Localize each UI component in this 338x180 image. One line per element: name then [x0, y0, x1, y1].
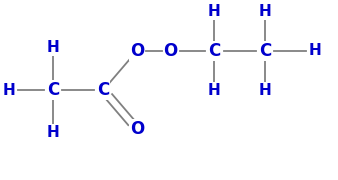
Text: H: H	[259, 4, 271, 19]
Text: O: O	[164, 42, 178, 60]
Text: C: C	[47, 81, 59, 99]
Text: H: H	[208, 82, 221, 98]
Text: H: H	[3, 82, 16, 98]
Text: O: O	[130, 42, 144, 60]
Text: H: H	[259, 82, 271, 98]
Text: C: C	[259, 42, 271, 60]
Text: O: O	[130, 120, 144, 138]
Text: H: H	[47, 125, 59, 140]
Text: C: C	[208, 42, 221, 60]
Text: C: C	[97, 81, 110, 99]
Text: H: H	[208, 4, 221, 19]
Text: H: H	[309, 43, 322, 58]
Text: H: H	[47, 40, 59, 55]
